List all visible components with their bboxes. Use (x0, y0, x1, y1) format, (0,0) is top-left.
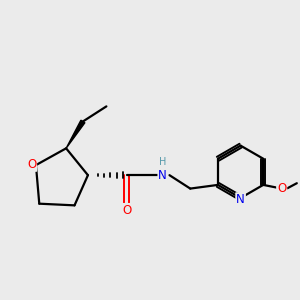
Text: O: O (122, 204, 131, 217)
Text: O: O (277, 182, 286, 195)
Text: N: N (236, 193, 245, 206)
Text: O: O (27, 158, 36, 171)
Text: H: H (159, 158, 166, 167)
Text: N: N (158, 169, 167, 182)
Polygon shape (66, 120, 85, 148)
